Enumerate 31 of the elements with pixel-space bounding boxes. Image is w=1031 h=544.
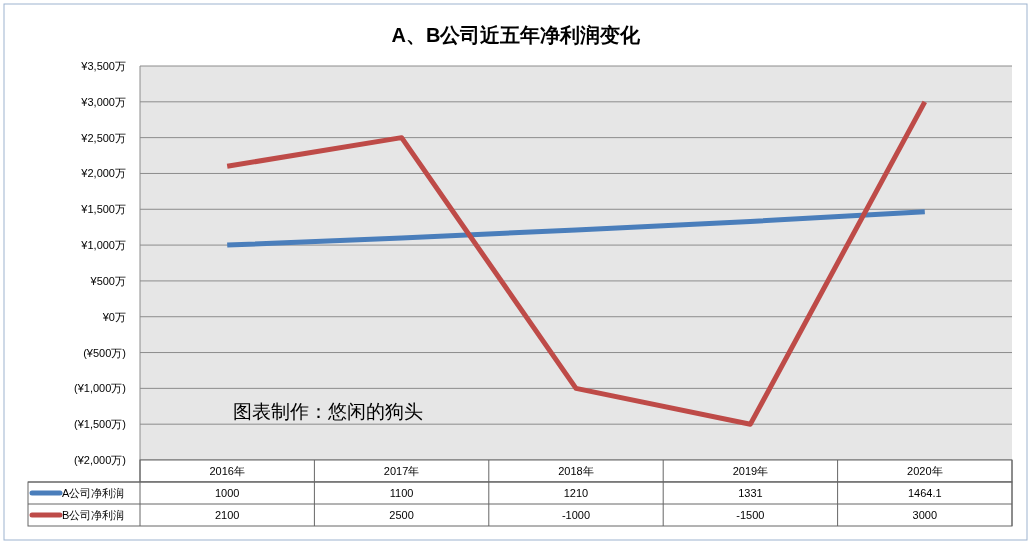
y-tick-label: ¥1,500万 bbox=[80, 203, 126, 216]
data-label: 1210 bbox=[563, 487, 589, 499]
y-tick-label: (¥1,000万) bbox=[74, 382, 126, 395]
y-tick-label: ¥3,000万 bbox=[80, 95, 126, 108]
y-tick-label: ¥500万 bbox=[89, 274, 126, 287]
y-tick-label: ¥0万 bbox=[101, 310, 126, 323]
data-label: 1000 bbox=[214, 487, 240, 499]
legend-label: A公司净利润 bbox=[62, 487, 125, 499]
data-label: 1464.1 bbox=[907, 487, 942, 499]
data-label: 3000 bbox=[912, 509, 938, 521]
x-tick-label: 2016年 bbox=[209, 465, 245, 477]
x-tick-label: 2020年 bbox=[907, 465, 943, 477]
data-label: 2500 bbox=[389, 509, 414, 521]
x-tick-label: 2018年 bbox=[558, 465, 594, 477]
annotation: 图表制作：悠闲的狗头 bbox=[233, 401, 423, 422]
data-label: -1000 bbox=[561, 509, 591, 521]
data-label: -1500 bbox=[736, 509, 765, 521]
y-tick-label: (¥1,500万) bbox=[74, 418, 126, 431]
data-label: 1100 bbox=[389, 487, 414, 499]
y-tick-label: ¥3,500万 bbox=[80, 60, 126, 72]
y-tick-label: ¥2,000万 bbox=[80, 167, 126, 180]
chart-title: A、B公司近五年净利润变化 bbox=[391, 24, 642, 46]
y-tick-label: (¥500万) bbox=[83, 346, 126, 359]
legend-label: B公司净利润 bbox=[62, 509, 125, 521]
data-label: 2100 bbox=[214, 509, 240, 521]
x-tick-label: 2019年 bbox=[732, 465, 769, 477]
y-tick-label: (¥2,000万) bbox=[74, 454, 126, 466]
y-tick-label: ¥2,500万 bbox=[80, 131, 126, 144]
data-label: 1331 bbox=[738, 487, 763, 499]
y-tick-label: ¥1,000万 bbox=[80, 239, 126, 252]
x-tick-label: 2017年 bbox=[383, 465, 420, 477]
